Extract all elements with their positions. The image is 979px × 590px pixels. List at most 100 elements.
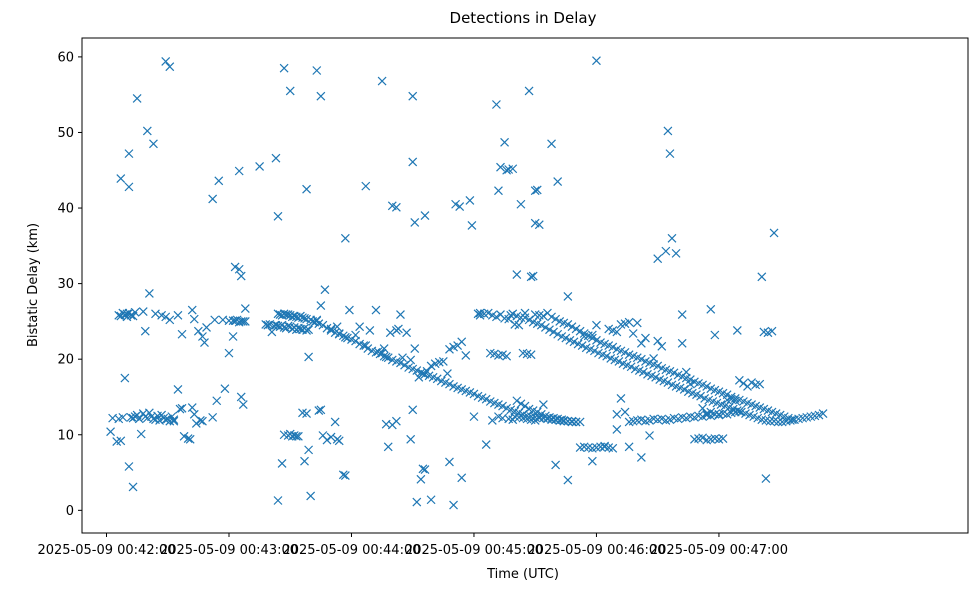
data-point [228,316,238,326]
data-point [228,332,238,341]
data-point [138,307,148,316]
data-point [426,361,436,371]
data-point [520,313,530,323]
data-point [214,176,224,186]
data-point [314,406,324,415]
data-point [481,394,491,404]
data-point [491,312,501,322]
data-point [410,344,420,354]
data-point [198,332,207,341]
data-point [457,473,467,483]
data-point [602,351,612,361]
data-point [502,351,512,361]
data-point [526,272,536,282]
data-point [491,100,501,109]
data-point [396,358,405,368]
data-point [706,304,716,314]
data-point [508,164,518,174]
data-point [304,445,314,455]
axes-frame [81,37,969,534]
x-tick-label: 2025-05-09 00:45:00 [405,543,543,558]
data-point [532,185,542,195]
data-point [757,272,767,282]
data-point [322,435,332,445]
data-point [589,346,599,356]
data-point [739,378,748,388]
data-point [536,320,546,330]
x-tick-label: 2025-05-09 00:47:00 [650,543,788,558]
data-point [469,389,479,399]
data-point [788,415,797,425]
data-point [612,425,622,434]
data-point [483,308,493,318]
data-point [408,91,418,101]
data-point [702,381,712,391]
data-point [126,310,136,320]
data-point [293,431,303,441]
data-point [418,369,428,378]
data-point [422,366,432,376]
data-point [706,407,716,417]
data-point [587,456,597,466]
data-point [567,417,577,427]
data-point [383,353,393,363]
data-point [579,329,589,338]
data-point [612,409,622,419]
data-point [187,305,197,315]
data-point [261,319,271,329]
data-point [628,329,638,338]
data-point [420,465,430,474]
data-point [116,174,126,183]
y-axis: 0 10 20 30 40 50 60 [57,50,82,519]
data-point [312,315,322,325]
data-point [747,378,757,388]
data-point [512,270,522,279]
data-point [195,415,205,425]
data-point [316,91,326,101]
x-axis-label: Time (UTC) [486,567,559,582]
data-point [563,475,573,485]
data-point [500,137,510,147]
data-point [620,407,630,417]
data-point [334,329,344,338]
data-point [320,285,330,295]
data-point [224,348,234,358]
y-tick-label: 10 [57,428,74,443]
data-point [240,316,250,326]
data-point [663,378,673,388]
data-point [312,66,322,75]
data-point [551,460,561,470]
data-point [410,217,420,227]
data-point [132,94,142,103]
data-point [608,342,618,352]
data-point [438,357,448,366]
data-point [567,322,577,332]
data-point [549,327,559,337]
data-point [402,328,412,338]
data-point [391,416,401,426]
y-tick-label: 0 [66,504,74,519]
data-point [592,320,601,330]
data-point [371,305,381,315]
data-point [577,341,587,351]
data-point [302,409,311,419]
data-point [636,354,646,364]
data-point [198,416,207,426]
data-point [124,149,134,159]
data-point [236,316,246,326]
y-tick-label: 40 [57,202,74,217]
data-point [734,375,744,385]
data-point [351,330,360,340]
data-point [636,453,646,462]
data-point [455,202,465,211]
data-point [540,323,550,332]
data-point [469,412,479,422]
data-point [179,431,189,441]
data-point [208,194,218,204]
data-point [420,211,430,221]
data-point [569,337,579,347]
data-point [538,311,548,321]
data-point [442,369,452,378]
data-point [516,399,526,409]
data-point [638,367,648,377]
